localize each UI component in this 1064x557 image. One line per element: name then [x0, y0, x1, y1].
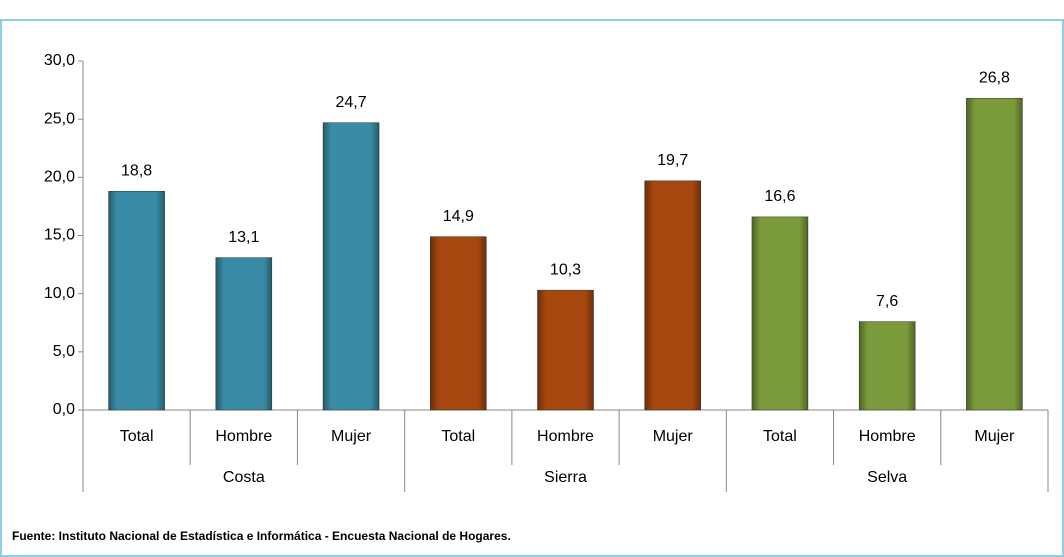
y-tick-label: 30,0	[44, 52, 75, 69]
x-tick-label: Mujer	[653, 428, 694, 445]
bar-shade	[859, 321, 916, 410]
bar-shade	[108, 191, 165, 410]
x-tick-label: Mujer	[974, 428, 1015, 445]
bar-shade	[644, 180, 701, 410]
value-label: 24,7	[335, 94, 366, 111]
x-tick-label: Total	[763, 428, 797, 445]
frame	[0, 19, 1064, 557]
value-label: 26,8	[979, 69, 1010, 86]
bar-shade	[215, 257, 272, 410]
group-label: Costa	[223, 469, 265, 486]
source-note: Fuente: Instituto Nacional de Estadístic…	[12, 529, 511, 543]
group-label: Selva	[867, 469, 907, 486]
value-label: 7,6	[876, 293, 898, 310]
y-tick-label: 0,0	[53, 401, 75, 418]
y-tick-label: 25,0	[44, 110, 75, 127]
bar-shade	[537, 290, 594, 410]
value-label: 19,7	[657, 152, 688, 169]
bar-shade	[966, 98, 1023, 410]
bar-shade	[751, 216, 808, 410]
x-tick-label: Hombre	[859, 428, 916, 445]
x-tick-label: Hombre	[537, 428, 594, 445]
value-label: 16,6	[764, 188, 795, 205]
value-label: 10,3	[550, 261, 581, 278]
x-tick-label: Total	[120, 428, 154, 445]
bar-shade	[430, 236, 487, 410]
y-tick-label: 10,0	[44, 285, 75, 302]
x-tick-label: Total	[441, 428, 475, 445]
x-tick-label: Mujer	[331, 428, 372, 445]
y-tick-label: 20,0	[44, 169, 75, 186]
value-label: 13,1	[228, 229, 259, 246]
group-label: Sierra	[544, 469, 587, 486]
value-label: 14,9	[443, 208, 474, 225]
bar-shade	[323, 122, 380, 410]
y-tick-label: 15,0	[44, 227, 75, 244]
x-tick-label: Hombre	[215, 428, 272, 445]
value-label: 18,8	[121, 163, 152, 180]
y-tick-label: 5,0	[53, 343, 75, 360]
